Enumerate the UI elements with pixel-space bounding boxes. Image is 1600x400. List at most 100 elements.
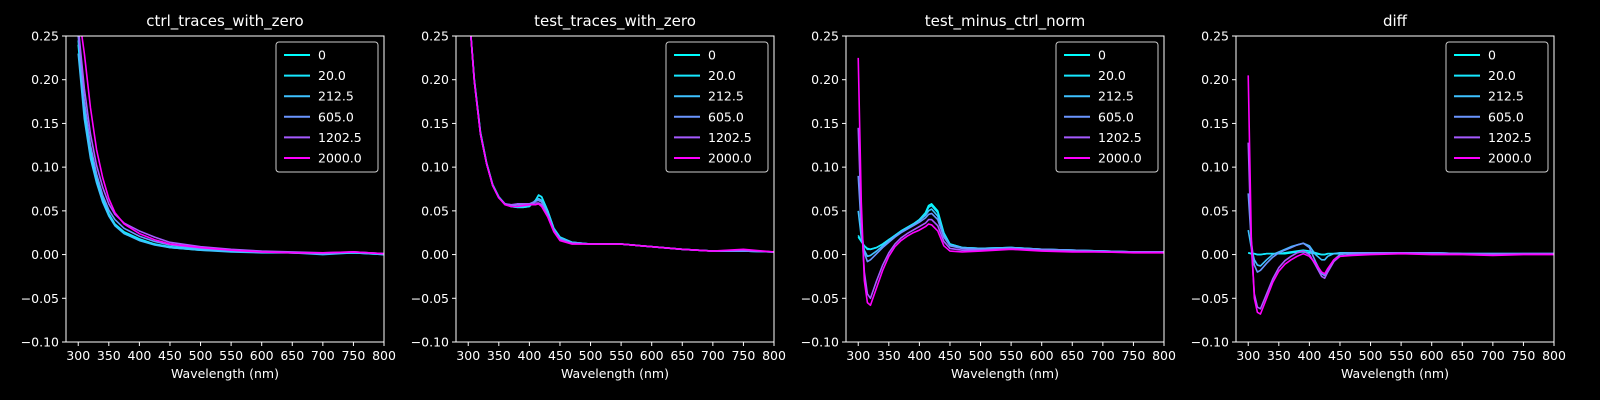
x-tick-label: 500 bbox=[1359, 348, 1383, 363]
legend-label: 605.0 bbox=[708, 109, 744, 124]
y-tick-label: 0.20 bbox=[1201, 72, 1229, 87]
x-tick-label: 650 bbox=[670, 348, 694, 363]
legend-label: 0 bbox=[1488, 48, 1496, 63]
y-tick-label: 0.15 bbox=[421, 116, 449, 131]
legend: 0 20.0 212.5 605.0 1202.5 2000.0 bbox=[275, 41, 379, 173]
x-tick-label: 300 bbox=[846, 348, 870, 363]
x-tick-label: 400 bbox=[517, 348, 541, 363]
x-tick-label: 350 bbox=[97, 348, 121, 363]
x-tick-label: 700 bbox=[701, 348, 725, 363]
y-tick-label: 0.00 bbox=[1201, 247, 1229, 262]
legend-label: 20.0 bbox=[318, 68, 346, 83]
x-tick-label: 450 bbox=[548, 348, 572, 363]
x-tick-label: 750 bbox=[1511, 348, 1535, 363]
y-tick-label: 0.00 bbox=[421, 247, 449, 262]
x-tick-label: 650 bbox=[1450, 348, 1474, 363]
y-tick-label: −0.10 bbox=[1191, 335, 1229, 350]
x-tick-label: 350 bbox=[487, 348, 511, 363]
legend-box bbox=[275, 41, 379, 173]
y-tick-label: −0.05 bbox=[801, 291, 839, 306]
legend-box bbox=[1445, 41, 1549, 173]
legend-label: 20.0 bbox=[1488, 68, 1516, 83]
x-tick-label: 300 bbox=[456, 348, 480, 363]
x-tick-label: 350 bbox=[1267, 348, 1291, 363]
x-tick-label: 700 bbox=[1091, 348, 1115, 363]
x-tick-label: 400 bbox=[1297, 348, 1321, 363]
y-tick-label: −0.10 bbox=[21, 335, 59, 350]
x-tick-label: 450 bbox=[938, 348, 962, 363]
chart-title: test_traces_with_zero bbox=[534, 12, 696, 31]
x-axis-label: Wavelength (nm) bbox=[1341, 366, 1449, 381]
x-tick-label: 750 bbox=[1121, 348, 1145, 363]
series-line-2000.0 bbox=[81, 36, 384, 255]
x-tick-label: 500 bbox=[579, 348, 603, 363]
legend-label: 0 bbox=[1098, 48, 1106, 63]
legend-label: 212.5 bbox=[1098, 89, 1134, 104]
x-tick-label: 450 bbox=[158, 348, 182, 363]
y-tick-label: 0.00 bbox=[811, 247, 839, 262]
chart-panel-3: 300 350 400 450 500 550 600 650 700 750 800 −0.10 −0… bbox=[801, 12, 1176, 381]
x-axis-label: Wavelength (nm) bbox=[561, 366, 669, 381]
x-tick-label: 800 bbox=[1542, 348, 1566, 363]
legend-label: 2000.0 bbox=[1488, 151, 1532, 166]
legend-label: 1202.5 bbox=[1098, 130, 1142, 145]
legend: 0 20.0 212.5 605.0 1202.5 2000.0 bbox=[1445, 41, 1549, 173]
y-tick-label: 0.15 bbox=[811, 116, 839, 131]
x-tick-label: 600 bbox=[1420, 348, 1444, 363]
y-tick-label: −0.05 bbox=[21, 291, 59, 306]
legend-label: 2000.0 bbox=[318, 151, 362, 166]
legend-label: 212.5 bbox=[318, 89, 354, 104]
y-tick-label: −0.10 bbox=[801, 335, 839, 350]
legend-label: 2000.0 bbox=[708, 151, 752, 166]
legend-label: 20.0 bbox=[708, 68, 736, 83]
y-tick-label: 0.00 bbox=[31, 247, 59, 262]
x-tick-label: 350 bbox=[877, 348, 901, 363]
series-group bbox=[77, 36, 384, 256]
x-tick-label: 750 bbox=[341, 348, 365, 363]
x-axis-label: Wavelength (nm) bbox=[951, 366, 1059, 381]
y-tick-label: 0.25 bbox=[811, 29, 839, 44]
x-tick-label: 750 bbox=[731, 348, 755, 363]
x-tick-label: 600 bbox=[250, 348, 274, 363]
x-tick-label: 400 bbox=[907, 348, 931, 363]
y-tick-label: 0.25 bbox=[1201, 29, 1229, 44]
x-tick-label: 550 bbox=[219, 348, 243, 363]
y-tick-label: −0.05 bbox=[1191, 291, 1229, 306]
y-tick-label: 0.10 bbox=[421, 160, 449, 175]
x-axis-label: Wavelength (nm) bbox=[171, 366, 279, 381]
x-tick-label: 300 bbox=[66, 348, 90, 363]
series-line-2000.0 bbox=[1247, 75, 1554, 315]
legend-label: 0 bbox=[708, 48, 716, 63]
y-tick-label: 0.15 bbox=[31, 116, 59, 131]
x-tick-label: 550 bbox=[1389, 348, 1413, 363]
x-tick-label: 600 bbox=[640, 348, 664, 363]
legend-label: 2000.0 bbox=[1098, 151, 1142, 166]
y-tick-label: 0.05 bbox=[421, 203, 449, 218]
series-line-2000.0 bbox=[470, 36, 774, 253]
series-line-2000.0 bbox=[857, 57, 1164, 307]
legend-label: 212.5 bbox=[708, 89, 744, 104]
chart-panel-4: 300 350 400 450 500 550 600 650 700 750 800 −0.10 −0… bbox=[1191, 12, 1566, 381]
y-tick-label: 0.10 bbox=[811, 160, 839, 175]
legend: 0 20.0 212.5 605.0 1202.5 2000.0 bbox=[1055, 41, 1159, 173]
axes-frame bbox=[845, 35, 1165, 343]
legend-label: 0 bbox=[318, 48, 326, 63]
y-tick-label: 0.15 bbox=[1201, 116, 1229, 131]
x-tick-label: 400 bbox=[127, 348, 151, 363]
y-tick-label: 0.25 bbox=[31, 29, 59, 44]
legend-label: 1202.5 bbox=[1488, 130, 1532, 145]
axes-frame bbox=[1235, 35, 1555, 343]
y-tick-label: 0.05 bbox=[1201, 203, 1229, 218]
x-tick-label: 300 bbox=[1236, 348, 1260, 363]
y-tick-label: 0.20 bbox=[811, 72, 839, 87]
legend-box bbox=[665, 41, 769, 173]
x-tick-label: 550 bbox=[609, 348, 633, 363]
legend-label: 605.0 bbox=[318, 109, 354, 124]
x-tick-label: 500 bbox=[189, 348, 213, 363]
y-tick-label: 0.10 bbox=[1201, 160, 1229, 175]
x-tick-label: 500 bbox=[969, 348, 993, 363]
x-tick-label: 800 bbox=[762, 348, 786, 363]
x-tick-label: 700 bbox=[311, 348, 335, 363]
x-tick-label: 700 bbox=[1481, 348, 1505, 363]
chart-title: test_minus_ctrl_norm bbox=[925, 12, 1086, 31]
